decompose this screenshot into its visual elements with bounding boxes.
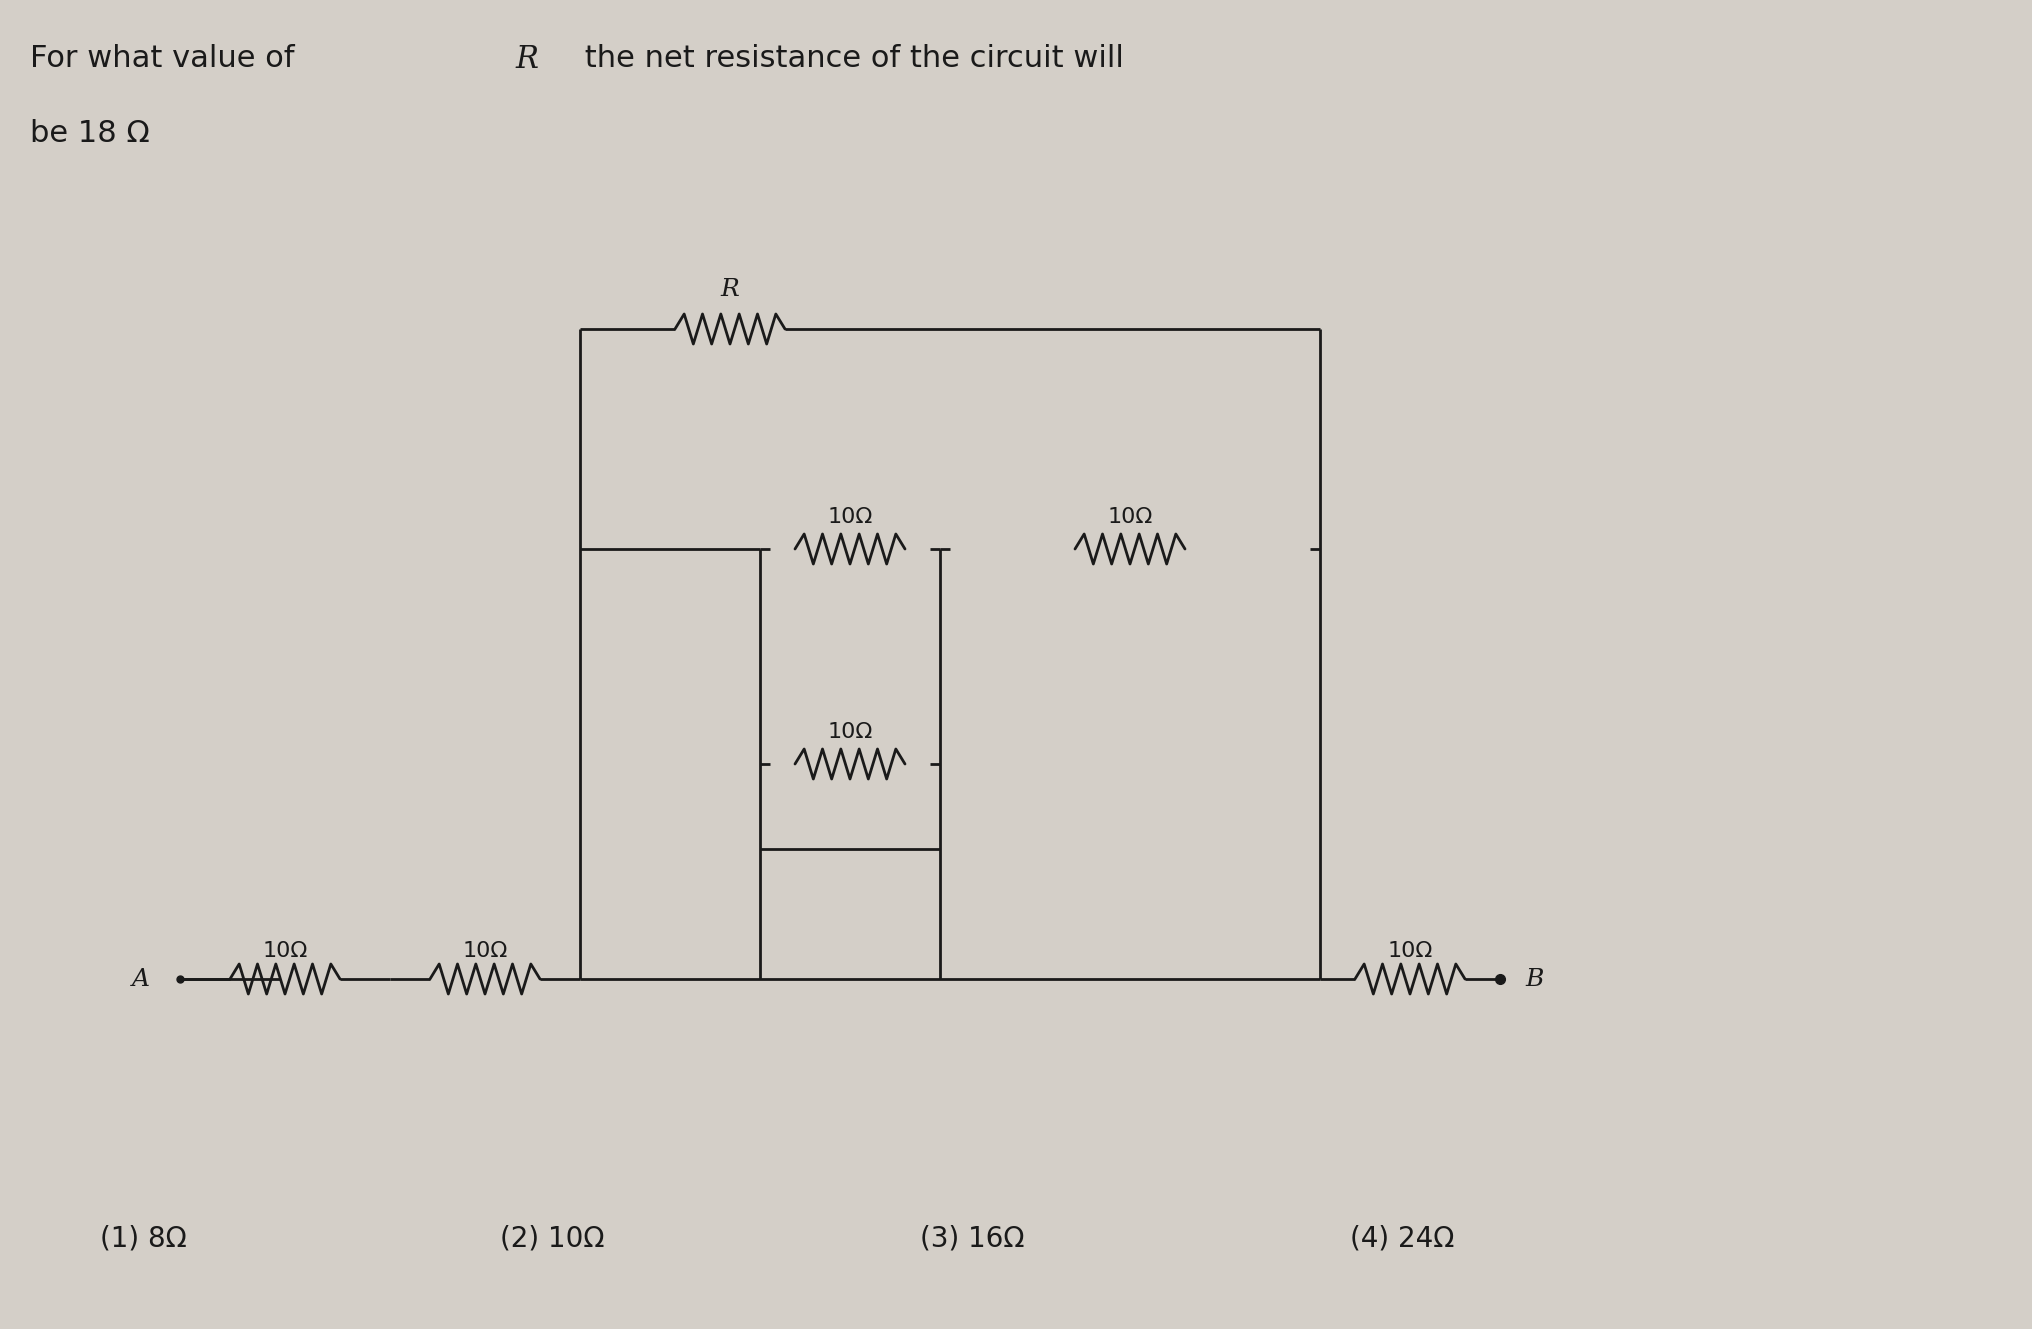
Text: (3) 16Ω: (3) 16Ω [920,1225,1024,1253]
Text: the net resistance of the circuit will: the net resistance of the circuit will [575,44,1124,73]
Text: 10Ω: 10Ω [827,506,872,528]
Text: A: A [132,968,150,990]
Text: (4) 24Ω: (4) 24Ω [1349,1225,1455,1253]
Text: be 18 Ω: be 18 Ω [30,120,150,148]
Text: 10Ω: 10Ω [262,941,307,961]
Text: R: R [514,44,538,74]
Text: 10Ω: 10Ω [463,941,508,961]
Text: For what value of: For what value of [30,44,305,73]
Text: 10Ω: 10Ω [1107,506,1152,528]
Text: (2) 10Ω: (2) 10Ω [500,1225,604,1253]
Text: 10Ω: 10Ω [827,722,872,742]
Text: B: B [1524,968,1544,990]
Text: (1) 8Ω: (1) 8Ω [100,1225,187,1253]
Text: 10Ω: 10Ω [1388,941,1433,961]
Text: R: R [721,278,740,300]
